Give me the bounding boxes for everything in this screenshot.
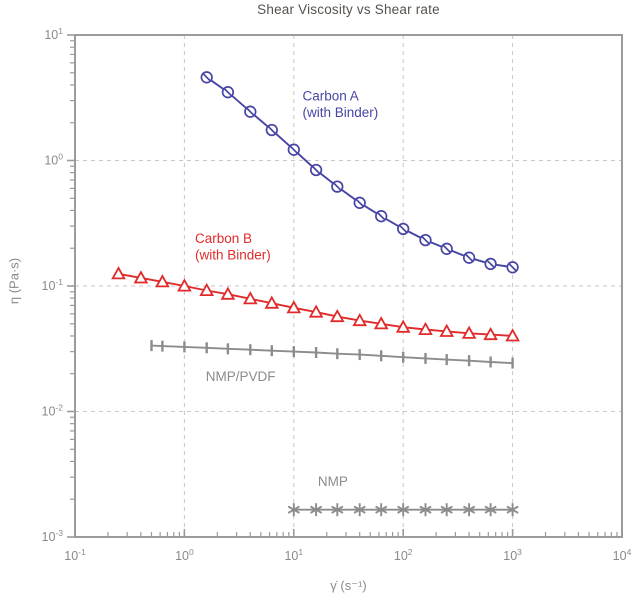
circle-slash-marker-icon bbox=[331, 180, 344, 193]
circle-slash-marker-icon bbox=[353, 196, 366, 209]
asterisk-marker-icon bbox=[375, 503, 388, 517]
circle-slash-marker-icon bbox=[309, 163, 323, 177]
series-carbon-a bbox=[200, 71, 519, 274]
svg-text:NMP: NMP bbox=[318, 474, 348, 489]
triangle-up-marker-icon bbox=[418, 321, 433, 335]
asterisk-marker-icon bbox=[463, 503, 476, 517]
asterisk-marker-icon bbox=[440, 503, 453, 517]
svg-text:(with Binder): (with Binder) bbox=[303, 105, 379, 120]
triangle-up-marker-icon bbox=[264, 295, 280, 309]
asterisk-marker-icon bbox=[310, 503, 323, 517]
circle-slash-marker-icon bbox=[419, 233, 432, 247]
series-nmp-pvdf bbox=[150, 340, 514, 369]
svg-text:10-2: 10-2 bbox=[42, 403, 64, 419]
circle-slash-marker-icon bbox=[375, 210, 388, 223]
svg-text:10-1: 10-1 bbox=[42, 277, 64, 293]
triangle-up-marker-icon bbox=[155, 274, 170, 288]
series-markers-carbon-b bbox=[111, 266, 520, 342]
triangle-up-marker-icon bbox=[461, 325, 477, 339]
series-markers-nmp-pvdf bbox=[150, 340, 514, 369]
x-tick-labels: 10-1 100 101 102 103 104 bbox=[64, 547, 631, 563]
circle-slash-marker-icon bbox=[462, 251, 476, 264]
x-axis-label: γ̇ (s⁻¹) bbox=[330, 578, 367, 593]
triangle-up-marker-icon bbox=[286, 300, 302, 314]
triangle-up-marker-icon bbox=[242, 291, 258, 305]
svg-text:101: 101 bbox=[44, 26, 63, 42]
series-label-nmp-pvdf: NMP/PVDF bbox=[206, 369, 276, 384]
y-axis-label: η (Pa·s) bbox=[6, 257, 22, 305]
asterisk-marker-icon bbox=[506, 503, 519, 517]
triangle-up-marker-icon bbox=[373, 316, 389, 330]
triangle-up-marker-icon bbox=[133, 270, 149, 284]
asterisk-marker-icon bbox=[419, 503, 432, 517]
series-label-carbon-b: Carbon B (with Binder) bbox=[195, 231, 271, 263]
triangle-up-marker-icon bbox=[177, 278, 192, 292]
triangle-up-marker-icon bbox=[352, 312, 368, 327]
axis-ticks bbox=[67, 34, 623, 538]
asterisk-marker-icon bbox=[287, 503, 300, 517]
series-label-carbon-a: Carbon A(with Binder) bbox=[303, 89, 379, 121]
circle-slash-marker-icon bbox=[287, 143, 300, 156]
svg-text:101: 101 bbox=[284, 547, 303, 563]
triangle-up-marker-icon bbox=[483, 326, 498, 341]
svg-text:Carbon B: Carbon B bbox=[195, 231, 252, 246]
svg-text:100: 100 bbox=[44, 152, 63, 168]
triangle-up-marker-icon bbox=[220, 286, 236, 300]
asterisk-marker-icon bbox=[484, 503, 497, 517]
series-carbon-b bbox=[111, 266, 520, 342]
circle-slash-marker-icon bbox=[200, 71, 213, 84]
circle-slash-marker-icon bbox=[506, 261, 519, 274]
circle-slash-marker-icon bbox=[484, 257, 497, 271]
svg-text:104: 104 bbox=[613, 547, 632, 563]
triangle-up-marker-icon bbox=[308, 304, 324, 318]
svg-text:10-1: 10-1 bbox=[64, 547, 86, 563]
svg-text:103: 103 bbox=[503, 547, 522, 563]
series-markers-nmp bbox=[287, 503, 519, 517]
circle-slash-marker-icon bbox=[440, 242, 453, 255]
asterisk-marker-icon bbox=[331, 503, 344, 517]
svg-text:10-3: 10-3 bbox=[42, 528, 64, 544]
series-line-nmp-pvdf bbox=[151, 344, 513, 365]
triangle-up-marker-icon bbox=[199, 282, 215, 296]
series-nmp bbox=[287, 503, 519, 517]
svg-text:NMP/PVDF: NMP/PVDF bbox=[206, 369, 276, 384]
series-line-carbon-b bbox=[118, 272, 513, 337]
circle-slash-marker-icon bbox=[244, 105, 257, 118]
circle-slash-marker-icon bbox=[397, 222, 410, 236]
triangle-up-marker-icon bbox=[111, 266, 126, 280]
asterisk-marker-icon bbox=[353, 503, 366, 517]
series-markers-carbon-a bbox=[200, 71, 519, 274]
svg-text:(with Binder): (with Binder) bbox=[195, 248, 271, 263]
triangle-up-marker-icon bbox=[505, 328, 520, 342]
chart-title: Shear Viscosity vs Shear rate bbox=[257, 2, 440, 17]
svg-text:100: 100 bbox=[175, 547, 194, 563]
triangle-up-marker-icon bbox=[329, 308, 345, 323]
circle-slash-marker-icon bbox=[221, 86, 235, 99]
asterisk-marker-icon bbox=[397, 503, 410, 517]
svg-text:102: 102 bbox=[394, 547, 413, 563]
series-label-nmp: NMP bbox=[318, 474, 348, 489]
circle-slash-marker-icon bbox=[265, 123, 278, 137]
triangle-up-marker-icon bbox=[439, 323, 455, 337]
y-tick-labels: 101 100 10-1 10-2 10-3 bbox=[42, 26, 64, 544]
svg-text:Carbon A: Carbon A bbox=[303, 89, 359, 104]
triangle-up-marker-icon bbox=[395, 319, 411, 333]
